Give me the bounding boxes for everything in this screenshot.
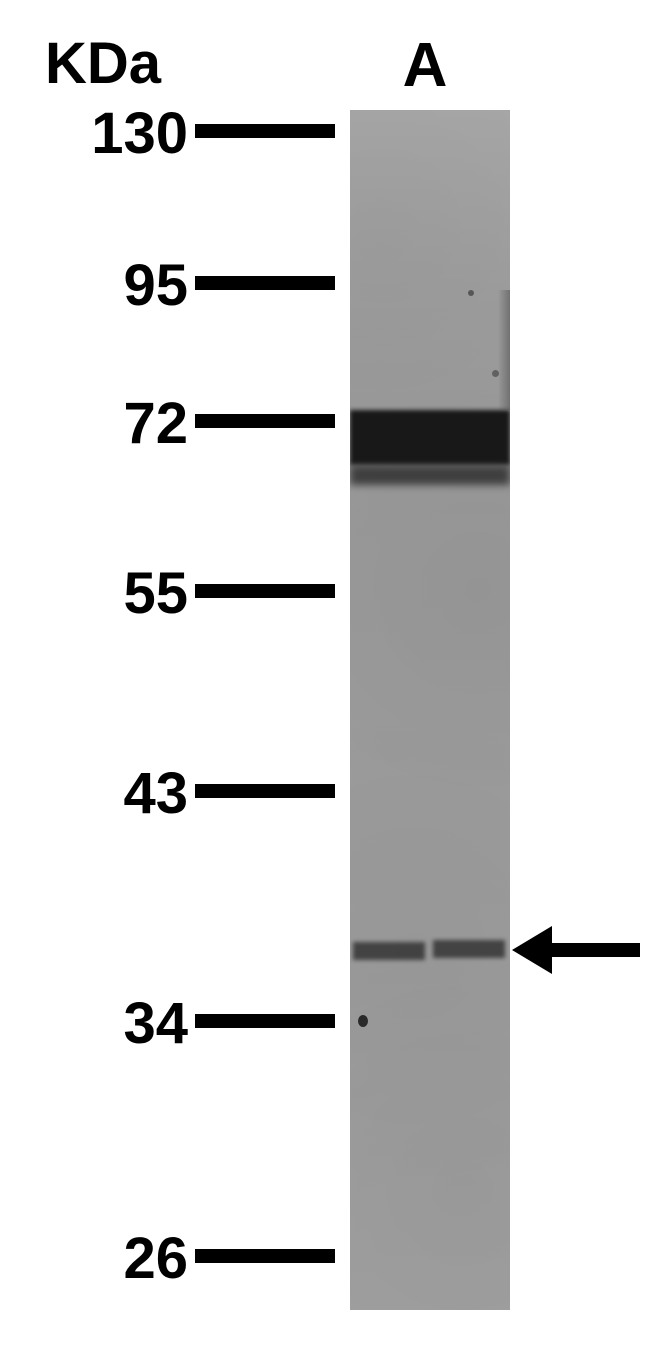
mw-label-72: 72 (123, 390, 188, 457)
speck-2 (468, 290, 474, 296)
mw-tick-55 (195, 584, 335, 598)
western-blot-figure: KDa A 130 95 72 55 43 34 26 (0, 0, 650, 1348)
band-target-37kda-right (433, 940, 505, 958)
mw-label-43: 43 (123, 760, 188, 827)
mw-label-130: 130 (91, 100, 188, 167)
arrow-shaft (550, 943, 640, 957)
mw-tick-72 (195, 414, 335, 428)
speck-1 (358, 1015, 368, 1027)
speck-3 (492, 370, 499, 377)
target-arrow (512, 926, 642, 974)
lane-edge-shadow (498, 290, 510, 410)
mw-label-34: 34 (123, 990, 188, 1057)
blot-texture (350, 110, 510, 1310)
arrow-head-icon (512, 926, 552, 974)
units-label: KDa (45, 30, 161, 97)
band-strong-70kda (350, 410, 510, 465)
mw-label-26: 26 (123, 1225, 188, 1292)
mw-label-55: 55 (123, 560, 188, 627)
mw-tick-43 (195, 784, 335, 798)
blot-lane-a (350, 110, 510, 1310)
mw-label-95: 95 (123, 252, 188, 319)
mw-tick-130 (195, 124, 335, 138)
lane-a-label: A (395, 30, 455, 101)
mw-tick-95 (195, 276, 335, 290)
mw-tick-34 (195, 1014, 335, 1028)
band-strong-70kda-tail (350, 465, 510, 485)
band-target-37kda-left (353, 942, 425, 960)
mw-tick-26 (195, 1249, 335, 1263)
